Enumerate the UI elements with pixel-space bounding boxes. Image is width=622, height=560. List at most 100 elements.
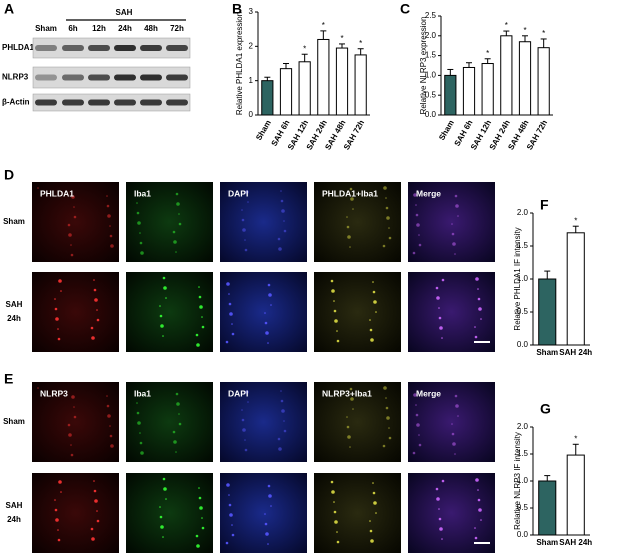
speckle [369,328,373,332]
speckle [73,215,77,219]
speckle [178,222,182,226]
speckle [375,512,377,514]
speckle [244,239,246,241]
speckle [198,286,200,288]
speckle [96,309,98,311]
speckle [228,503,232,507]
y-tick-label: 0.0 [425,110,437,119]
speckle [71,195,75,199]
speckle [349,387,353,391]
panel-label: G [540,401,551,417]
speckle [225,340,229,344]
speckle [142,394,144,396]
speckle [107,414,111,418]
y-tick-label: 2.0 [425,31,437,40]
speckle [474,527,476,529]
speckle [415,413,419,417]
bar [279,68,293,116]
band [140,74,162,81]
speckle [333,510,337,514]
y-axis-label: Relative PHLDA1 expression [235,12,244,115]
speckle [388,436,392,440]
speckle [93,288,97,292]
speckle [435,286,439,290]
speckle [178,422,182,426]
speckle [347,435,351,439]
y-tick-label: 0.0 [517,340,529,349]
speckle [68,233,72,237]
speckle [195,534,199,538]
speckle [228,494,230,496]
bar [500,35,513,116]
micrograph [32,182,119,262]
speckle [199,305,203,309]
y-axis-label: Relative NLRP3 expression [419,17,428,115]
micrograph [32,473,119,553]
micrograph [32,272,119,352]
speckle [241,409,243,411]
speckle [173,240,177,244]
row-label: SAH [6,300,23,309]
speckle [372,482,374,484]
bar [566,232,585,346]
speckle [106,204,110,208]
band [62,74,84,81]
speckle [413,193,417,197]
y-tick-label: 2.0 [517,422,529,431]
lane-label: 12h [92,24,106,33]
speckle [386,416,390,420]
panel-label: F [540,197,549,213]
group-label: SAH [116,8,133,17]
speckle [418,443,422,447]
speckle [58,279,62,283]
speckle [349,187,353,191]
speckle [441,278,445,282]
bar [537,47,550,116]
speckle [73,206,75,208]
speckle [159,314,163,318]
speckle [346,216,348,218]
y-tick-label: 1.5 [425,51,437,60]
panel-label: E [4,371,13,387]
speckle [386,216,390,220]
speckle [369,520,371,522]
speckle [478,508,482,512]
band [88,74,110,81]
speckle [162,477,166,481]
speckle [457,415,459,417]
speckle [436,296,440,300]
speckle [280,190,282,192]
bar [444,74,457,116]
band [166,45,188,51]
speckle [162,536,164,538]
speckle [241,418,245,422]
speckle [334,319,338,323]
speckle [201,526,205,530]
blot-strip [32,93,191,112]
y-tick-label: 0.5 [517,307,529,316]
speckle [71,395,75,399]
speckle [388,427,390,429]
speckle [136,411,140,415]
speckle [201,316,203,318]
micrograph [314,382,401,462]
micrograph [314,473,401,553]
micrograph [408,382,495,462]
speckle [373,300,377,304]
speckle [474,326,476,328]
speckle [347,235,351,239]
speckle [159,515,163,519]
speckle [245,190,249,194]
micrograph [220,182,307,262]
speckle [70,253,74,257]
speckle [370,338,374,342]
speckle [441,538,443,540]
speckle [435,487,439,491]
speckle [136,402,138,404]
speckle [267,283,271,287]
speckle [58,480,62,484]
speckle [160,324,164,328]
band [88,99,110,106]
speckle [172,230,176,234]
